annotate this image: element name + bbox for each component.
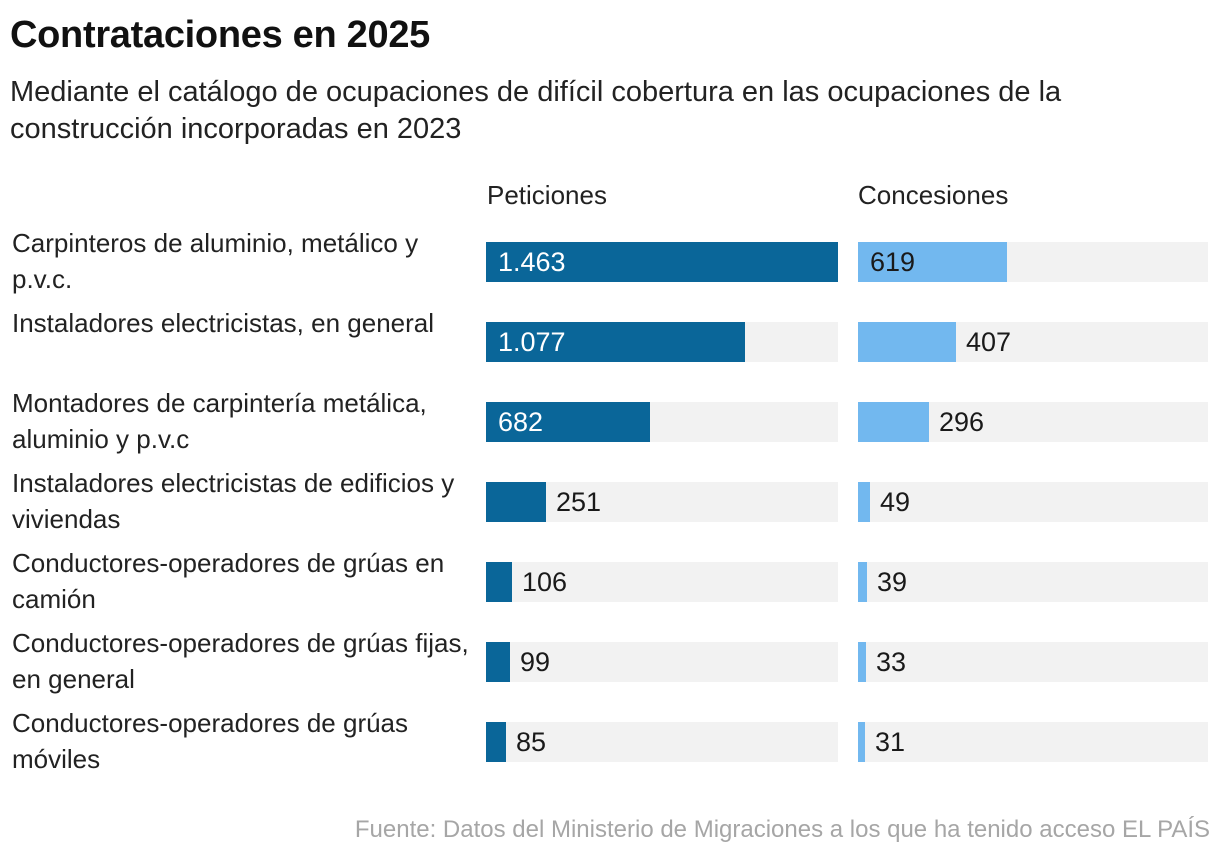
concesiones-value-label: 31 xyxy=(875,727,906,757)
chart-title: Contrataciones en 2025 xyxy=(10,14,431,56)
peticiones-bar xyxy=(486,322,745,362)
peticiones-bar xyxy=(486,482,546,522)
concesiones-bar xyxy=(858,482,870,522)
concesiones-bar xyxy=(858,562,867,602)
peticiones-value-label: 1.463 xyxy=(498,247,566,277)
concesiones-bar-track: 33 xyxy=(858,642,1208,682)
concesiones-bar-track: 31 xyxy=(858,722,1208,762)
category-label: Instaladores electricistas de edificios … xyxy=(12,468,455,534)
peticiones-bar-track: 106 xyxy=(486,562,838,602)
concesiones-bar xyxy=(858,242,1007,282)
concesiones-bar xyxy=(858,322,956,362)
concesiones-value-label: 296 xyxy=(939,407,985,437)
peticiones-value-label: 251 xyxy=(556,487,602,517)
concesiones-value-label: 619 xyxy=(870,247,916,277)
peticiones-bar xyxy=(486,242,838,282)
concesiones-value-label: 39 xyxy=(877,567,908,597)
category-label: Montadores de carpintería metálica, alum… xyxy=(12,388,427,454)
concesiones-bar xyxy=(858,722,865,762)
source-note: Fuente: Datos del Ministerio de Migracio… xyxy=(354,816,1210,843)
category-label: Conductores-operadores de grúas móviles xyxy=(12,708,409,774)
peticiones-bar-track: 99 xyxy=(486,642,838,682)
peticiones-bar xyxy=(486,722,506,762)
concesiones-bar-track: 619 xyxy=(858,242,1208,282)
peticiones-bar-track: 85 xyxy=(486,722,838,762)
peticiones-bar-track: 1.077 xyxy=(486,322,838,362)
concesiones-value-label: 49 xyxy=(880,487,911,517)
peticiones-value-label: 1.077 xyxy=(498,327,566,357)
peticiones-value-label: 85 xyxy=(516,727,547,757)
peticiones-bar-track: 251 xyxy=(486,482,838,522)
concesiones-value-label: 33 xyxy=(876,647,907,677)
concesiones-bar-track: 407 xyxy=(858,322,1208,362)
category-label: Conductores-operadores de grúas en camió… xyxy=(12,548,445,614)
concesiones-bar-track: 49 xyxy=(858,482,1208,522)
peticiones-bar-track: 1.463 xyxy=(486,242,838,282)
concesiones-bar-track: 296 xyxy=(858,402,1208,442)
column-header-concesiones: Concesiones xyxy=(858,180,1009,210)
peticiones-value-label: 99 xyxy=(520,647,551,677)
peticiones-bar-track: 682 xyxy=(486,402,838,442)
peticiones-value-label: 106 xyxy=(522,567,568,597)
concesiones-value-label: 407 xyxy=(966,327,1012,357)
peticiones-bar xyxy=(486,402,650,442)
column-header-peticiones: Peticiones xyxy=(487,180,607,210)
concesiones-bar xyxy=(858,402,929,442)
category-label: Instaladores electricistas, en general xyxy=(12,308,435,338)
peticiones-value-label: 682 xyxy=(498,407,544,437)
chart-subtitle: Mediante el catálogo de ocupaciones de d… xyxy=(10,76,1062,145)
concesiones-bar-track: 39 xyxy=(858,562,1208,602)
peticiones-bar xyxy=(486,642,510,682)
category-label: Carpinteros de aluminio, metálico y p.v.… xyxy=(12,228,419,294)
category-label: Conductores-operadores de grúas fijas, e… xyxy=(12,628,469,694)
concesiones-bar xyxy=(858,642,866,682)
peticiones-bar xyxy=(486,562,512,602)
